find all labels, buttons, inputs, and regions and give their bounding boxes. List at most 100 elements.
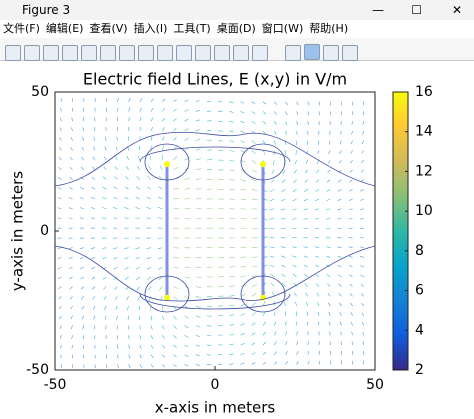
field-arrow bbox=[292, 273, 297, 278]
field-arrow bbox=[362, 351, 365, 355]
field-arrow bbox=[296, 341, 299, 346]
field-arrow bbox=[251, 362, 256, 365]
field-arrow bbox=[273, 361, 278, 365]
toolbar-button[interactable] bbox=[43, 45, 59, 61]
menu-item[interactable]: 编辑(E) bbox=[45, 22, 84, 35]
field-arrow bbox=[69, 187, 73, 190]
field-arrow bbox=[105, 364, 108, 369]
field-arrow bbox=[139, 354, 142, 359]
field-arrow bbox=[159, 286, 163, 291]
menu-item[interactable]: 桌面(D) bbox=[216, 22, 256, 35]
field-arrow bbox=[91, 276, 96, 280]
field-arrow bbox=[285, 351, 288, 355]
field-arrow bbox=[60, 117, 62, 122]
field-arrow bbox=[173, 118, 177, 122]
toolbar-button[interactable] bbox=[304, 44, 320, 60]
field-arrow bbox=[361, 312, 365, 316]
field-arrow bbox=[240, 266, 247, 268]
chart-title: Electric field Lines, E (x,y) in V/m bbox=[83, 70, 347, 89]
field-arrow bbox=[351, 331, 353, 336]
field-arrow bbox=[195, 305, 201, 308]
field-arrow bbox=[102, 276, 107, 280]
title-bar: Figure 3 — ☐ ✕ bbox=[0, 0, 474, 20]
field-arrow bbox=[69, 296, 73, 300]
field-arrow bbox=[326, 189, 331, 192]
colorbar-tick-label: 6 bbox=[415, 283, 424, 299]
x-tick-label: 0 bbox=[211, 377, 220, 393]
toolbar-button[interactable] bbox=[285, 45, 301, 61]
field-arrow bbox=[229, 159, 235, 162]
field-arrow bbox=[195, 276, 202, 278]
x-axis-label: x-axis in meters bbox=[155, 399, 276, 417]
field-arrow bbox=[70, 305, 73, 310]
toolbar-button[interactable] bbox=[195, 45, 211, 61]
field-arrow bbox=[80, 197, 84, 200]
field-arrow bbox=[173, 344, 177, 348]
field-arrow bbox=[240, 352, 245, 355]
field-arrow bbox=[270, 273, 275, 278]
close-button[interactable]: ✕ bbox=[451, 3, 462, 17]
field-arrow bbox=[184, 266, 191, 269]
field-arrow bbox=[184, 128, 189, 132]
field-arrow bbox=[251, 140, 256, 145]
field-arrow bbox=[150, 325, 153, 330]
menu-item[interactable]: 插入(I) bbox=[133, 22, 168, 35]
field-arrow bbox=[114, 166, 118, 171]
field-arrow bbox=[273, 121, 277, 125]
field-arrow bbox=[104, 315, 107, 320]
field-arrow bbox=[285, 121, 288, 126]
field-arrow bbox=[272, 291, 275, 297]
maximize-button[interactable]: ☐ bbox=[411, 3, 422, 17]
field-arrow bbox=[292, 255, 297, 258]
field-arrow bbox=[117, 98, 119, 102]
menu-item[interactable]: 窗口(W) bbox=[261, 22, 304, 35]
field-arrow bbox=[305, 292, 309, 297]
menu-item[interactable]: 工具(T) bbox=[173, 22, 211, 35]
field-arrow bbox=[173, 335, 177, 339]
field-arrow bbox=[115, 156, 118, 161]
field-arrow bbox=[184, 109, 189, 112]
field-arrow bbox=[229, 120, 234, 123]
field-arrow bbox=[262, 351, 267, 355]
menu-item[interactable]: 文件(F) bbox=[3, 22, 40, 35]
toolbar-button[interactable] bbox=[252, 45, 268, 61]
field-arrow bbox=[317, 150, 320, 155]
menu-item[interactable]: 查看(V) bbox=[89, 22, 128, 35]
toolbar-button[interactable] bbox=[323, 45, 339, 61]
toolbar-button[interactable] bbox=[5, 45, 21, 61]
field-arrow bbox=[229, 343, 234, 346]
toolbar-button[interactable] bbox=[138, 45, 154, 61]
field-arrow bbox=[303, 218, 308, 220]
field-arrow bbox=[326, 198, 331, 202]
menu-item[interactable]: 帮助(H) bbox=[309, 22, 349, 35]
field-arrow bbox=[304, 179, 309, 183]
field-arrow bbox=[240, 179, 247, 182]
field-arrow bbox=[103, 156, 107, 161]
field-arrow bbox=[195, 315, 201, 318]
field-arrow bbox=[115, 305, 118, 311]
field-arrow bbox=[150, 344, 154, 349]
field-arrow bbox=[293, 169, 297, 174]
toolbar-button[interactable] bbox=[214, 45, 230, 61]
field-arrow bbox=[296, 331, 298, 336]
field-arrow bbox=[161, 335, 165, 339]
toolbar-button[interactable] bbox=[62, 45, 78, 61]
toolbar-button[interactable] bbox=[100, 45, 116, 61]
field-arrow bbox=[146, 266, 152, 270]
toolbar-button[interactable] bbox=[176, 45, 192, 61]
toolbar-button[interactable] bbox=[119, 45, 135, 61]
toolbar-button[interactable] bbox=[157, 45, 173, 61]
field-arrow bbox=[229, 275, 235, 278]
field-arrow bbox=[307, 360, 310, 365]
toolbar-button[interactable] bbox=[81, 45, 97, 61]
field-arrow bbox=[229, 285, 235, 287]
field-arrow bbox=[326, 179, 331, 183]
toolbar-button[interactable] bbox=[24, 45, 40, 61]
minimize-button[interactable]: — bbox=[372, 3, 384, 17]
toolbar-button[interactable] bbox=[233, 45, 249, 61]
field-arrow bbox=[184, 334, 189, 338]
toolbar-button[interactable] bbox=[342, 45, 358, 61]
field-arrow bbox=[117, 354, 119, 359]
field-arrow bbox=[146, 207, 152, 210]
field-arrow bbox=[136, 286, 141, 291]
